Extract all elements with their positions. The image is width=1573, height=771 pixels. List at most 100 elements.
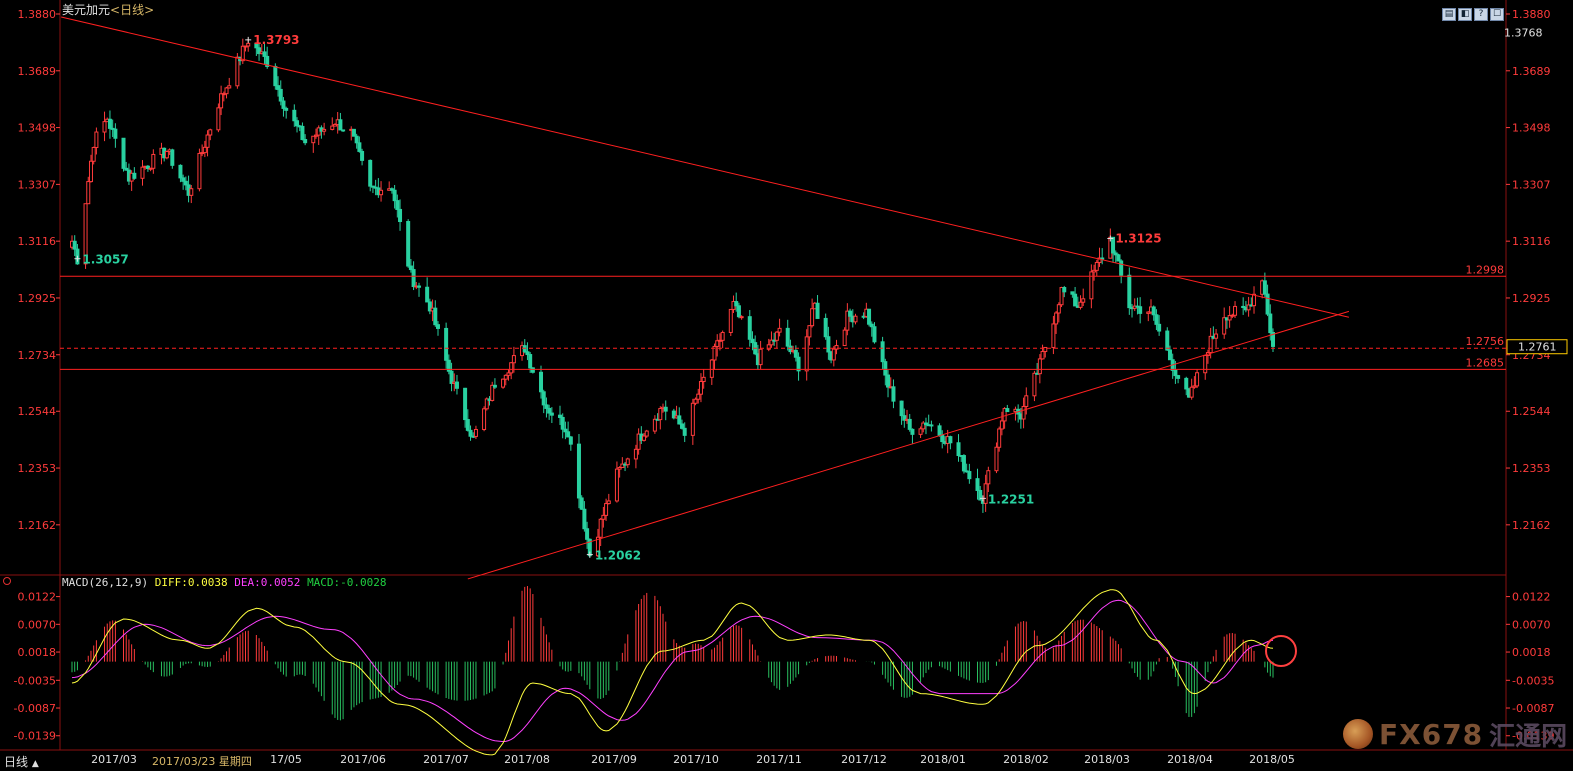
- indicator-settings-icon[interactable]: [3, 577, 11, 585]
- current-price-label: 1.2761: [1518, 341, 1557, 354]
- globe-icon: [1343, 719, 1373, 749]
- candle-body: [1089, 271, 1094, 300]
- x-tick-label: 17/05: [270, 753, 302, 766]
- candle-body: [1176, 375, 1181, 379]
- candle-body: [444, 327, 449, 361]
- candle-body: [568, 436, 573, 445]
- candle-body: [1092, 269, 1097, 273]
- candle-body: [604, 503, 609, 516]
- candle-body: [1227, 315, 1232, 321]
- watermark-logo: FX678 汇通网: [1343, 716, 1567, 752]
- candle-body: [1157, 323, 1162, 332]
- candle-body: [102, 121, 107, 133]
- candle-body: [978, 489, 983, 501]
- candle-body: [579, 497, 584, 510]
- candle-body: [300, 125, 305, 141]
- x-tick-label: 2017/07: [423, 753, 469, 766]
- candle-body: [997, 428, 1002, 448]
- candle-body: [357, 142, 362, 152]
- candle-body: [663, 406, 668, 412]
- y-tick-label-right: 1.3880: [1512, 8, 1551, 21]
- candle-body: [701, 376, 706, 383]
- y-tick-label-left: 1.3116: [18, 235, 57, 248]
- split-icon[interactable]: ◧: [1458, 8, 1472, 21]
- candle-body: [463, 387, 468, 421]
- candle-body: [482, 408, 487, 430]
- peak-label: 1.3057: [82, 253, 128, 267]
- candle-body: [1262, 280, 1267, 295]
- x-tick-label: 2018/03: [1084, 753, 1130, 766]
- candle-body: [509, 362, 514, 374]
- candle-body: [796, 356, 801, 372]
- candle-body: [1146, 311, 1151, 314]
- maximize-icon[interactable]: ☐: [1490, 8, 1504, 21]
- candle-body: [804, 336, 809, 372]
- candle-body: [216, 107, 221, 131]
- candle-body: [747, 316, 752, 340]
- candle-body: [1024, 395, 1029, 407]
- candle-body: [506, 372, 511, 376]
- candle-body: [313, 134, 318, 137]
- period-tab[interactable]: 日线 ▲: [4, 753, 39, 770]
- candle-body: [501, 378, 506, 388]
- macd-params: MACD(26,12,9): [62, 576, 149, 589]
- candle-body: [557, 414, 562, 418]
- candle-body: [86, 181, 91, 205]
- candle-body: [284, 107, 289, 111]
- candle-body: [449, 370, 454, 384]
- candle-body: [712, 345, 717, 361]
- candle-body: [1208, 335, 1213, 354]
- candle-body: [544, 404, 549, 409]
- candle-body: [758, 348, 763, 366]
- candle-body: [262, 51, 267, 57]
- candle-body: [644, 430, 649, 437]
- candle-body: [1184, 377, 1189, 390]
- candle-body: [1265, 293, 1270, 315]
- candle-body: [682, 427, 687, 436]
- candle-body: [1138, 306, 1143, 314]
- candle-body: [921, 422, 926, 430]
- candle-body: [777, 327, 782, 333]
- candle-body: [899, 400, 904, 417]
- candle-body: [295, 120, 300, 127]
- current-price-box: [1506, 339, 1568, 355]
- candle-body: [200, 152, 205, 155]
- candle-body: [406, 221, 411, 267]
- candle-body: [227, 85, 232, 89]
- y-tick-label-left: 1.2162: [18, 519, 57, 532]
- candle-body: [853, 315, 858, 323]
- x-tick-label: 2017/10: [673, 753, 719, 766]
- candle-body: [484, 398, 489, 410]
- candle-body: [332, 124, 337, 127]
- candle-body: [246, 42, 251, 47]
- candle-body: [276, 85, 281, 90]
- candle-body: [967, 471, 972, 480]
- layout-icon[interactable]: ▤: [1442, 8, 1456, 21]
- candle-body: [202, 146, 207, 154]
- x-tick-label: 2017/06: [340, 753, 386, 766]
- candle-body: [1127, 274, 1132, 309]
- candle-body: [774, 331, 779, 341]
- candle-body: [145, 165, 150, 169]
- help-icon[interactable]: ?: [1474, 8, 1488, 21]
- candle-body: [151, 153, 156, 169]
- highlight-circle: [1265, 635, 1297, 667]
- chart-title: 美元加元<日线>: [62, 1, 154, 18]
- candle-body: [208, 129, 213, 136]
- candle-body: [625, 458, 630, 466]
- candle-body: [617, 467, 622, 470]
- x-tick-label: 2017/12: [841, 753, 887, 766]
- candle-body: [1005, 408, 1010, 413]
- candle-body: [281, 100, 286, 109]
- candle-body: [181, 177, 186, 182]
- candle-body: [961, 455, 966, 472]
- candle-body: [750, 338, 755, 344]
- x-tick-label: 2017/09: [591, 753, 637, 766]
- candle-body: [728, 308, 733, 333]
- macd-tick-label-left: 0.0018: [18, 646, 57, 659]
- candle-body: [522, 345, 527, 353]
- candle-body: [1094, 261, 1099, 271]
- candle-body: [739, 316, 744, 319]
- macd-legend: MACD(26,12,9) DIFF:0.0038 DEA:0.0052 MAC…: [62, 576, 387, 589]
